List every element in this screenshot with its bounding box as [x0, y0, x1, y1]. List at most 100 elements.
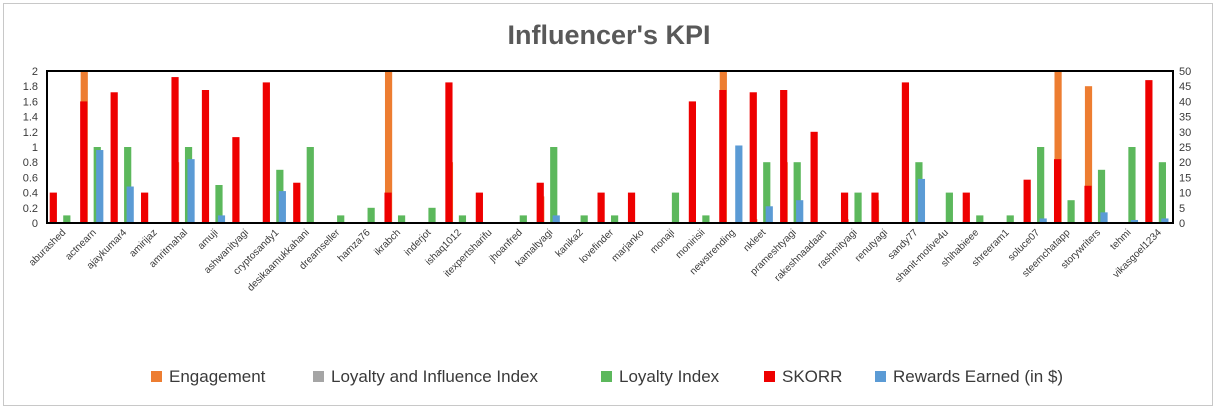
bar-skorr	[1023, 179, 1031, 223]
bar-loyalty-index	[1097, 169, 1106, 223]
y-left-tick-label: 1.6	[23, 96, 38, 108]
legend-label-loyalty-and-influence-index: Loyalty and Influence Index	[331, 367, 538, 386]
bar-loyalty-index	[671, 192, 680, 223]
bar-skorr	[780, 90, 788, 223]
bar-rewards-earned-in	[1161, 218, 1169, 223]
bar-rewards-earned-in	[1130, 219, 1139, 223]
y-right-tick-label: 10	[1179, 188, 1191, 200]
bar-loyalty-index	[763, 162, 771, 223]
x-category-label: monaji	[648, 227, 677, 256]
bar-rewards-earned-in	[96, 150, 104, 223]
y-right-tick-label: 5	[1179, 203, 1185, 215]
legend-swatch-loyalty-and-influence-index	[313, 371, 324, 382]
bar-skorr	[1145, 80, 1153, 224]
bar-skorr	[749, 92, 757, 223]
bar-skorr	[141, 192, 149, 223]
bar-rewards-earned-in	[1039, 218, 1047, 223]
plot-area-border	[46, 70, 1174, 224]
x-category-label: aburashed	[27, 227, 68, 268]
bar-loyalty-index	[397, 215, 406, 223]
y-right-tick-label: 25	[1179, 142, 1191, 154]
bar-loyalty-index	[215, 185, 223, 223]
x-category-label: tehmi	[1108, 227, 1133, 252]
bar-skorr	[1084, 185, 1092, 223]
bar-skorr	[901, 82, 910, 224]
chart-svg: Influencer's KPI 0 0.2 0.4 0.6 0.8 1 1.2 1.4 1.6 1…	[23, 20, 1192, 386]
bar-loyalty-index	[519, 215, 527, 223]
bar-rewards-earned-in	[735, 145, 743, 223]
y-left-tick-label: 0.4	[23, 188, 38, 200]
x-category-label: marjanko	[610, 227, 647, 264]
bar-skorr	[840, 192, 849, 223]
legend-label-loyalty-index: Loyalty Index	[619, 367, 720, 386]
bar-loyalty-index	[1037, 147, 1045, 223]
legend-label-engagement: Engagement	[169, 367, 266, 386]
bar-skorr	[445, 82, 453, 224]
bar-engagement	[384, 71, 393, 223]
y-right-tick-label: 40	[1179, 96, 1191, 108]
bar-loyalty-index	[611, 215, 619, 223]
chart-frame: Influencer's KPI 0 0.2 0.4 0.6 0.8 1 1.2 1.4 1.6 1…	[3, 3, 1213, 406]
x-category-label: renutyagi	[853, 227, 890, 264]
bar-loyalty-index	[458, 215, 467, 223]
y-left-tick-label: 0	[32, 218, 38, 230]
bar-loyalty-index	[976, 215, 984, 223]
bar-engagement	[1054, 71, 1062, 223]
chart-title: Influencer's KPI	[508, 20, 711, 50]
bar-rewards-earned-in	[1100, 212, 1108, 223]
y-right-tick-label: 50	[1179, 66, 1191, 78]
bar-loyalty-index	[1158, 162, 1166, 223]
bar-skorr	[201, 90, 210, 223]
bar-loyalty-index	[854, 192, 862, 223]
bar-skorr	[49, 192, 57, 223]
bar-skorr	[262, 82, 270, 224]
bar-skorr	[384, 192, 392, 223]
bar-skorr	[1053, 159, 1062, 223]
bar-loyalty-index	[550, 147, 558, 223]
bar-rewards-earned-in	[765, 206, 773, 223]
bar-loyalty-index	[945, 192, 953, 223]
bar-loyalty-index	[367, 207, 375, 223]
y-left-tick-label: 0.2	[23, 203, 38, 215]
y-right-tick-label: 35	[1179, 112, 1191, 124]
x-category-label: nkleet	[742, 227, 769, 254]
bar-loyalty-index	[580, 215, 588, 223]
y-left-tick-label: 2	[32, 66, 38, 78]
y-right-tick-label: 20	[1179, 157, 1191, 169]
legend-label-rewards-earned-in: Rewards Earned (in $)	[893, 367, 1063, 386]
bar-skorr	[810, 131, 818, 223]
bar-loyalty-index	[1067, 200, 1075, 223]
legend-label-skorr: SKORR	[782, 367, 842, 386]
y-left-tick-label: 1.8	[23, 81, 38, 93]
bar-skorr	[171, 77, 179, 223]
bar-skorr	[962, 192, 970, 223]
bar-loyalty-index	[1128, 147, 1136, 223]
bar-skorr	[627, 192, 636, 223]
y-right-tick-label: 0	[1179, 218, 1185, 230]
bar-skorr	[80, 101, 88, 223]
bar-skorr	[475, 192, 483, 223]
y-left-tick-label: 1.2	[23, 127, 38, 139]
bar-skorr	[110, 92, 118, 223]
y-right-tick-label: 45	[1179, 81, 1191, 93]
x-category-label: ikrabch	[373, 227, 404, 258]
bar-skorr	[597, 192, 605, 223]
bar-loyalty-index	[306, 147, 314, 223]
bar-skorr	[688, 101, 696, 223]
bar-skorr	[232, 137, 240, 223]
bar-rewards-earned-in	[278, 191, 286, 223]
bar-skorr	[293, 182, 301, 223]
bar-loyalty-index	[337, 215, 345, 223]
y-right-tick-label: 15	[1179, 172, 1191, 184]
bar-rewards-earned-in	[552, 215, 560, 223]
y-left-tick-label: 0.8	[23, 157, 38, 169]
x-category-label: lovefinder	[578, 227, 617, 266]
bar-loyalty-index	[1006, 215, 1014, 223]
bar-rewards-earned-in	[796, 200, 804, 223]
x-category-label: hamza76	[336, 227, 373, 264]
bar-rewards-earned-in	[187, 159, 195, 223]
bar-loyalty-index	[793, 162, 801, 223]
legend-swatch-engagement	[151, 371, 162, 382]
bar-skorr	[719, 90, 727, 223]
y-left-tick-label: 0.6	[23, 172, 38, 184]
